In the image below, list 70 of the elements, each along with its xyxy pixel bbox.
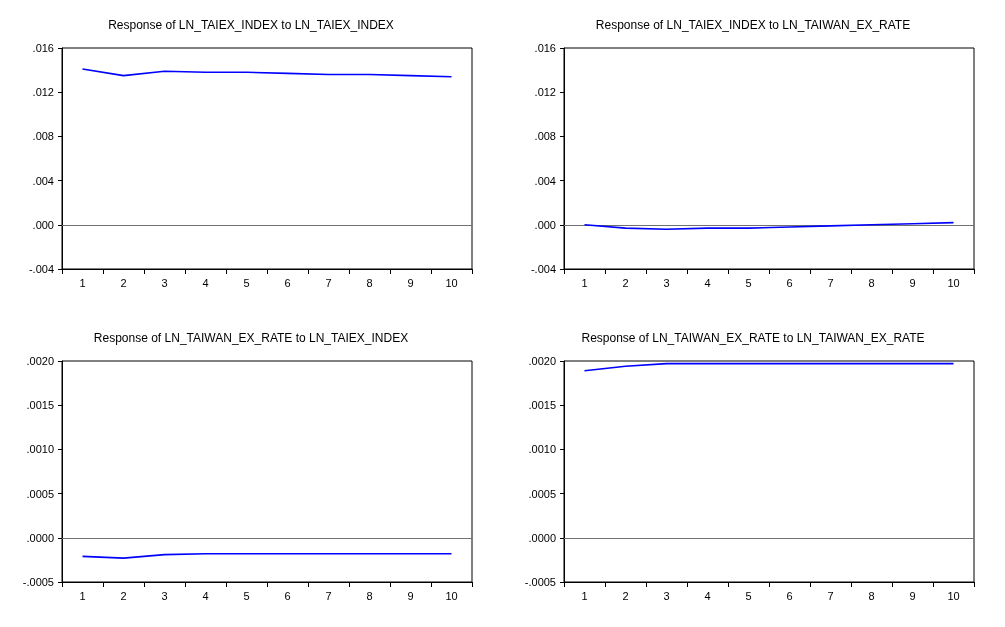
x-tick-label: 10 (445, 589, 458, 602)
y-tick-label: .0020 (528, 355, 556, 367)
x-tick-label: 9 (909, 589, 916, 602)
x-tick-label: 1 (79, 589, 86, 602)
x-tick-label: 7 (827, 276, 834, 289)
y-tick-label: .0000 (528, 531, 556, 544)
x-tick-label: 10 (947, 276, 960, 289)
y-tick-label: .0020 (26, 355, 54, 367)
x-tick-label: 6 (284, 589, 291, 602)
y-tick-label: .008 (32, 130, 54, 143)
line-series (583, 221, 955, 231)
chart-title: Response of LN_TAIEX_INDEX to LN_TAIWAN_EX_RATE (595, 18, 911, 32)
y-tick-label: .0005 (26, 487, 54, 500)
x-tick-label: 10 (947, 589, 960, 602)
y-tick-label: -.0005 (524, 576, 556, 588)
chart-title: Response of LN_TAIWAN_EX_RATE to LN_TAIWAN_EX_RATE (581, 331, 925, 345)
y-tick-label: -.0005 (22, 576, 54, 588)
x-tick-label: 8 (868, 589, 875, 602)
y-tick-label: .004 (32, 174, 54, 187)
x-tick-label: 1 (79, 276, 86, 289)
y-tick-label: .0015 (528, 399, 556, 412)
x-tick-label: 3 (663, 589, 670, 602)
x-tick-label: 8 (366, 276, 373, 289)
x-tick-label: 5 (243, 276, 250, 289)
x-tick-label: 10 (445, 276, 458, 289)
x-tick-label: 8 (868, 276, 875, 289)
x-tick-label: 9 (909, 276, 916, 289)
x-tick-label: 6 (284, 276, 291, 289)
x-tick-label: 4 (202, 276, 209, 289)
x-tick-label: 5 (243, 589, 250, 602)
x-tick-label: 6 (786, 276, 793, 289)
x-tick-label: 3 (663, 276, 670, 289)
y-tick-label: -.004 (28, 263, 54, 275)
y-tick-label: .016 (534, 42, 556, 54)
y-tick-label: .0015 (26, 399, 54, 412)
y-tick-label: -.004 (530, 263, 556, 275)
line-series (81, 68, 453, 78)
y-tick-label: .008 (534, 130, 556, 143)
x-tick-label: 2 (120, 589, 127, 602)
y-tick-label: .000 (32, 218, 54, 231)
x-tick-label: 4 (704, 589, 711, 602)
x-tick-label: 2 (622, 589, 629, 602)
x-tick-label: 5 (745, 589, 752, 602)
x-tick-label: 2 (622, 276, 629, 289)
x-tick-label: 4 (202, 589, 209, 602)
y-tick-label: .012 (534, 86, 556, 99)
x-tick-label: 1 (581, 589, 588, 602)
chart-title: Response of LN_TAIEX_INDEX to LN_TAIEX_INDEX (108, 18, 394, 32)
chart-title: Response of LN_TAIWAN_EX_RATE to LN_TAIEX_INDEX (93, 331, 409, 345)
y-tick-label: .016 (32, 42, 54, 54)
x-tick-label: 6 (786, 589, 793, 602)
x-tick-label: 9 (407, 589, 414, 602)
y-tick-label: .000 (534, 218, 556, 231)
y-tick-label: .004 (534, 174, 556, 187)
x-tick-label: 3 (161, 276, 168, 289)
x-tick-label: 2 (120, 276, 127, 289)
y-tick-label: .0005 (528, 487, 556, 500)
x-tick-label: 9 (407, 276, 414, 289)
y-tick-label: .012 (32, 86, 54, 99)
y-tick-label: .0000 (26, 531, 54, 544)
x-tick-label: 7 (827, 589, 834, 602)
x-tick-label: 7 (325, 276, 332, 289)
x-tick-label: 8 (366, 589, 373, 602)
x-tick-label: 5 (745, 276, 752, 289)
y-tick-label: .0010 (26, 443, 54, 456)
x-tick-label: 3 (161, 589, 168, 602)
x-tick-label: 7 (325, 589, 332, 602)
x-tick-label: 1 (581, 276, 588, 289)
x-tick-label: 4 (704, 276, 711, 289)
y-tick-label: .0010 (528, 443, 556, 456)
